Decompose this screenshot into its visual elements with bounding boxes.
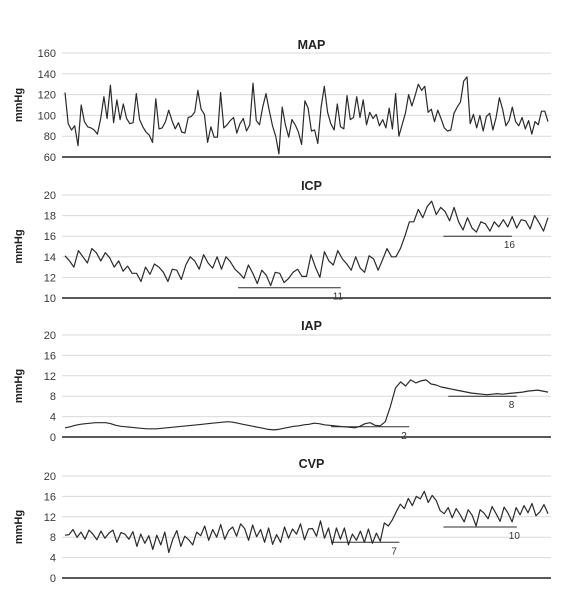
y-tick-label: 12 [44, 272, 56, 284]
y-tick-label: 4 [50, 412, 56, 424]
y-tick-label: 20 [44, 330, 56, 342]
y-tick-label: 0 [50, 432, 56, 444]
y-axis-label: mmHg [13, 369, 25, 403]
series-line [64, 200, 549, 287]
chart-panel: 0 4 8 12 16 20 CVP mmHg 7 10 [13, 457, 551, 585]
y-tick-label: 16 [44, 350, 56, 362]
y-tick-label: 16 [44, 231, 56, 243]
y-tick-label: 4 [50, 553, 56, 565]
y-axis-label: mmHg [13, 88, 25, 122]
chart-panel: 10 12 14 16 18 20 ICP mmHg 11 16 [13, 179, 551, 305]
chart-title: ICP [301, 179, 322, 193]
chart-title: CVP [299, 457, 325, 471]
y-axis-label: mmHg [13, 510, 25, 544]
reference-label: 11 [333, 292, 344, 303]
y-tick-label: 20 [44, 471, 56, 483]
y-tick-label: 8 [50, 532, 56, 544]
y-tick-label: 160 [38, 48, 56, 60]
series-line [64, 490, 549, 554]
reference-label: 10 [509, 531, 521, 542]
y-tick-label: 12 [44, 512, 56, 524]
y-tick-label: 18 [44, 211, 56, 223]
chart-panel: 0 4 8 12 16 20 IAP mmHg 2 8 [13, 319, 551, 444]
chart-title: MAP [298, 38, 326, 52]
y-tick-label: 60 [44, 152, 56, 164]
reference-label: 8 [509, 400, 515, 411]
y-tick-label: 20 [44, 190, 56, 202]
y-tick-label: 12 [44, 371, 56, 383]
series-line [64, 76, 549, 155]
chart-panel: 60 80 100 120 140 160 MAP mmHg [13, 38, 551, 164]
y-axis-label: mmHg [13, 229, 25, 263]
y-tick-label: 10 [44, 293, 56, 305]
y-tick-label: 8 [50, 391, 56, 403]
y-tick-label: 0 [50, 573, 56, 585]
y-tick-label: 120 [38, 90, 56, 102]
y-tick-label: 16 [44, 491, 56, 503]
reference-label: 2 [401, 431, 407, 442]
y-tick-label: 100 [38, 110, 56, 122]
reference-label: 7 [391, 546, 397, 557]
y-tick-label: 140 [38, 69, 56, 81]
y-tick-label: 80 [44, 131, 56, 143]
y-tick-label: 14 [44, 252, 56, 264]
series-line [64, 379, 549, 431]
reference-label: 16 [504, 240, 516, 251]
chart-title: IAP [301, 319, 322, 333]
